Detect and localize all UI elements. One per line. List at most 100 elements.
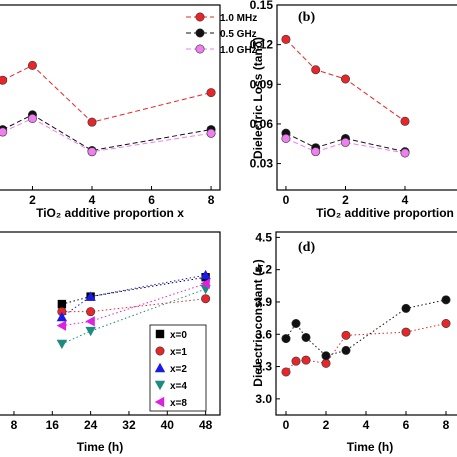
series-line xyxy=(285,299,447,357)
y-tick-label: 0.03 xyxy=(250,157,274,171)
y-tick-label: 4.5 xyxy=(255,230,272,244)
legend-label: x=8 xyxy=(170,398,187,409)
panel-label: (d) xyxy=(298,240,315,255)
series-line xyxy=(2,117,212,153)
marker xyxy=(291,356,301,366)
plot-frame xyxy=(275,231,457,416)
legend-label: 0.5 GHz xyxy=(220,29,257,40)
plot-area xyxy=(281,34,410,158)
marker xyxy=(85,326,96,337)
legend-marker xyxy=(154,380,166,391)
marker xyxy=(400,116,410,126)
marker xyxy=(401,303,411,313)
series-line xyxy=(61,283,206,327)
x-axis-label: Time (h) xyxy=(77,440,123,454)
plot-area xyxy=(56,269,211,350)
marker xyxy=(291,318,301,328)
series-line xyxy=(61,274,206,318)
plot-area xyxy=(281,295,451,377)
marker xyxy=(301,332,311,342)
marker xyxy=(57,299,67,309)
x-tick-label: 24 xyxy=(84,418,98,432)
legend-marker xyxy=(195,12,205,22)
y-tick-label: 0.12 xyxy=(250,38,274,52)
marker xyxy=(281,34,291,44)
marker xyxy=(401,327,411,337)
marker xyxy=(87,147,97,157)
legend-marker xyxy=(154,362,166,373)
y-tick-label: 0.06 xyxy=(250,117,274,131)
marker xyxy=(200,269,211,280)
x-tick-label: 2 xyxy=(29,193,36,207)
series-line xyxy=(2,64,212,123)
series-line xyxy=(285,132,406,153)
x-tick-label: 2 xyxy=(323,418,330,432)
marker xyxy=(56,320,67,331)
marker xyxy=(56,311,68,322)
x-tick-label: 0 xyxy=(283,193,290,207)
marker xyxy=(340,74,350,84)
legend-marker xyxy=(155,329,165,339)
x-tick-label: 0 xyxy=(283,418,290,432)
legend-label: x=4 xyxy=(170,381,187,392)
y-axis-label: Dielectric Loss (tanδ) xyxy=(251,37,265,159)
x-tick-label: 16 xyxy=(46,418,60,432)
y-axis-label: Dielectric constant (εᵣ) xyxy=(251,259,265,386)
series-line xyxy=(61,276,206,305)
y-tick-label: 0.15 xyxy=(250,0,274,12)
x-tick-label: 6 xyxy=(148,193,155,207)
x-tick-label: 48 xyxy=(199,418,213,432)
y-tick-label: 3.0 xyxy=(255,392,272,406)
panel-label: (b) xyxy=(298,10,315,25)
x-tick-label: 2 xyxy=(342,193,349,207)
marker xyxy=(200,278,210,289)
marker xyxy=(206,128,216,138)
marker xyxy=(341,330,351,340)
marker xyxy=(56,339,68,350)
series-line xyxy=(285,138,406,154)
marker xyxy=(341,345,351,355)
x-tick-label: 40 xyxy=(161,418,175,432)
legend-label: 1.0 MHz xyxy=(220,13,257,24)
marker xyxy=(441,295,451,305)
y-tick-label: 3.3 xyxy=(255,360,272,374)
x-tick-label: 8 xyxy=(208,193,215,207)
marker xyxy=(86,307,96,317)
x-tick-label: 6 xyxy=(403,418,410,432)
marker xyxy=(441,318,451,328)
x-tick-label: 4 xyxy=(402,193,409,207)
marker xyxy=(340,137,350,147)
marker xyxy=(321,351,331,361)
marker xyxy=(27,113,37,123)
x-tick-label: 8 xyxy=(11,418,18,432)
y-tick-label: 4.2 xyxy=(255,263,272,277)
legend-label: x=2 xyxy=(170,364,187,375)
legend-marker xyxy=(195,44,205,54)
y-tick-label: 0.09 xyxy=(250,77,274,91)
series-line xyxy=(2,114,212,152)
x-tick-label: 32 xyxy=(122,418,136,432)
legend-marker xyxy=(154,396,165,408)
marker xyxy=(87,117,97,127)
marker xyxy=(321,358,331,368)
marker xyxy=(85,291,96,301)
series-line xyxy=(285,39,406,122)
legend-label: x=0 xyxy=(170,330,187,341)
plot-area xyxy=(0,60,216,157)
marker xyxy=(0,127,8,137)
plot-frame xyxy=(0,231,221,416)
x-tick-label: 4 xyxy=(89,193,96,207)
marker xyxy=(85,316,95,327)
series-line xyxy=(61,288,206,345)
marker xyxy=(27,60,37,70)
marker xyxy=(281,334,291,344)
series-line xyxy=(285,323,447,373)
marker xyxy=(400,148,410,158)
legend-marker xyxy=(155,346,165,356)
marker xyxy=(201,294,211,304)
marker xyxy=(206,88,216,98)
y-tick-label: 3.6 xyxy=(255,327,272,341)
x-axis-label: TiO₂ additive proportion x xyxy=(316,206,457,220)
marker xyxy=(0,75,8,85)
